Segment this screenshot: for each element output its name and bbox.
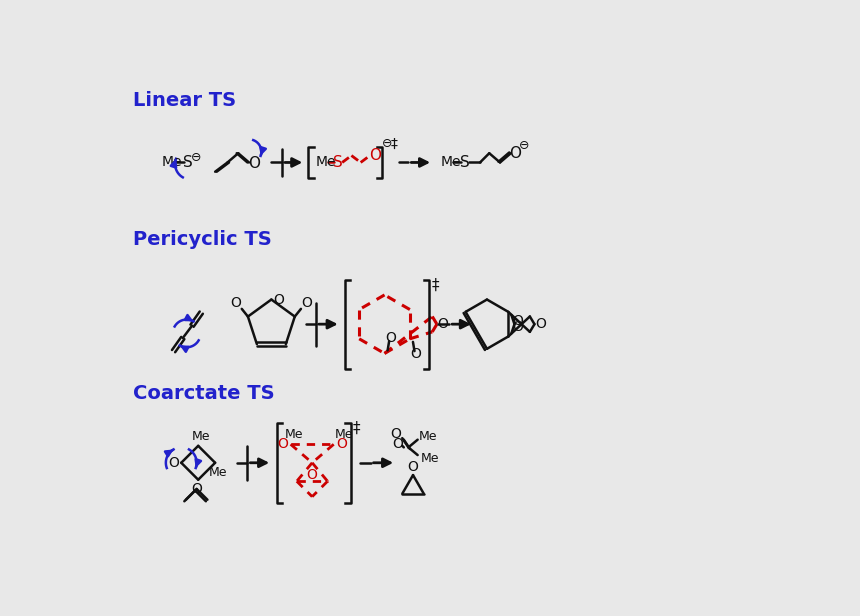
Text: ‡: ‡ bbox=[391, 137, 398, 151]
Text: ‡: ‡ bbox=[353, 421, 360, 436]
Text: Me: Me bbox=[421, 452, 439, 464]
Text: O: O bbox=[369, 148, 381, 163]
Text: O: O bbox=[509, 146, 521, 161]
Text: ‡: ‡ bbox=[432, 278, 439, 293]
Text: O: O bbox=[392, 437, 403, 452]
Text: O: O bbox=[512, 314, 523, 328]
Text: O: O bbox=[230, 296, 241, 310]
Text: Linear TS: Linear TS bbox=[132, 91, 236, 110]
Text: O: O bbox=[512, 320, 523, 334]
Text: Me: Me bbox=[316, 155, 336, 169]
Text: Me: Me bbox=[209, 466, 227, 479]
Text: Me: Me bbox=[335, 428, 353, 441]
Text: ⊖: ⊖ bbox=[191, 150, 201, 164]
Text: O: O bbox=[191, 482, 202, 496]
Text: ⊖: ⊖ bbox=[383, 137, 393, 150]
Text: O: O bbox=[307, 468, 317, 482]
Text: O: O bbox=[278, 437, 288, 452]
Text: O: O bbox=[168, 456, 179, 470]
Text: S: S bbox=[333, 155, 342, 170]
Text: O: O bbox=[535, 317, 546, 331]
Text: O: O bbox=[390, 426, 402, 440]
Text: O: O bbox=[410, 347, 421, 361]
Text: O: O bbox=[273, 293, 284, 307]
Text: O: O bbox=[408, 460, 419, 474]
Text: Me: Me bbox=[192, 430, 211, 443]
Text: Me: Me bbox=[285, 428, 303, 441]
Text: Me: Me bbox=[161, 155, 181, 169]
Text: O: O bbox=[438, 317, 449, 331]
Text: Me: Me bbox=[440, 155, 461, 169]
Text: O: O bbox=[248, 156, 260, 171]
Text: S: S bbox=[460, 155, 470, 170]
Text: Coarctate TS: Coarctate TS bbox=[132, 384, 274, 403]
Text: S: S bbox=[182, 155, 193, 170]
Text: Me: Me bbox=[419, 430, 438, 443]
Text: Pericyclic TS: Pericyclic TS bbox=[132, 230, 272, 249]
Text: ⊖: ⊖ bbox=[519, 139, 529, 152]
Text: O: O bbox=[385, 331, 396, 345]
Text: O: O bbox=[336, 437, 347, 452]
Text: O: O bbox=[302, 296, 312, 310]
